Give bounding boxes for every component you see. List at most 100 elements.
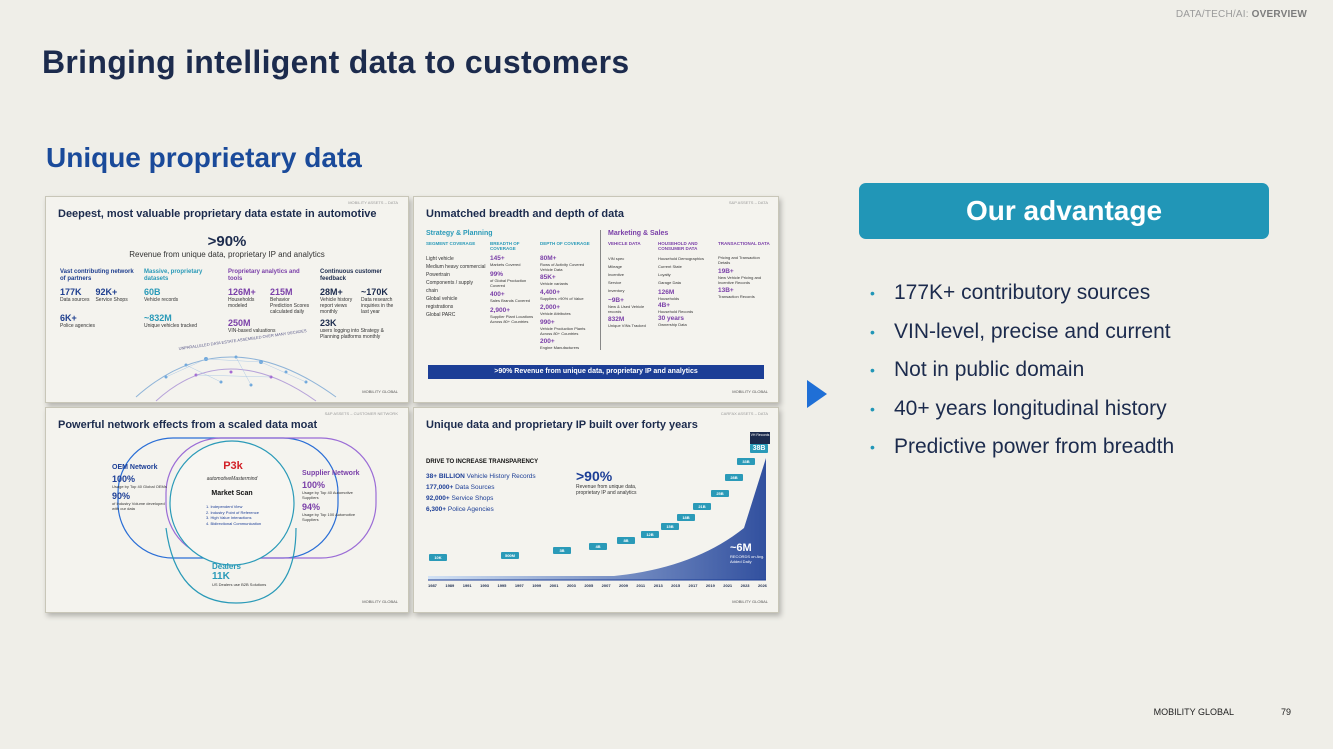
center-item: 3. High Value Interactions xyxy=(206,515,252,520)
stat-label: Vehicle history report views monthly xyxy=(320,297,353,315)
year-tick: 2026 xyxy=(758,583,767,588)
year-tick: 1995 xyxy=(497,583,507,588)
stat-label: Suppliers >90% of Value xyxy=(540,296,584,301)
stat-label: Vehicle variants xyxy=(540,281,569,286)
bullet-icon: • xyxy=(870,400,875,417)
stat-label: New Vehicle Pricing and Incentive Record… xyxy=(718,275,762,285)
network-arc-graphic xyxy=(135,355,337,402)
transactional-item: Pricing and Transaction Details xyxy=(718,255,760,265)
records-badge: VH Records xyxy=(750,432,770,444)
stat-label: Vehicle Attributes xyxy=(540,311,571,316)
column-head: Vast contributing network of partners xyxy=(60,269,134,282)
year-tick: 2001 xyxy=(549,583,559,588)
network-diagram xyxy=(117,437,377,604)
fact-item: 177,000+ Data Sources xyxy=(426,482,536,493)
advantage-item: • VIN-level, precise and current xyxy=(870,319,1174,358)
stat-label: Police agencies xyxy=(60,323,96,329)
stat-label: Markets Covered xyxy=(490,262,521,267)
column-divider xyxy=(600,230,601,350)
fact-label: Service Shops xyxy=(451,495,494,502)
thumb-tag: CARFAX ASSETS – DATA xyxy=(720,411,768,416)
year-tick: 2023 xyxy=(740,583,750,588)
stat-value: 100% xyxy=(112,474,136,484)
milestone-label: 3B xyxy=(553,547,571,554)
center-list: 1. Independent View 2. Industry Point of… xyxy=(206,504,286,526)
dealers: Dealers 11K US Dealers use B2B Solutions xyxy=(212,562,272,587)
fact-label: Vehicle History Records xyxy=(466,473,536,480)
advantage-text: VIN-level, precise and current xyxy=(894,319,1171,343)
stat-value: 4,400+ xyxy=(540,289,561,296)
stat-value: 145+ xyxy=(490,255,505,262)
thumb-footer: MOBILITY GLOBAL xyxy=(732,389,768,394)
bullet-icon: • xyxy=(870,323,875,340)
thumb-tag: S&P ASSETS – DATA xyxy=(728,200,768,205)
segment-item: Powertrain xyxy=(426,272,450,278)
stat-value: 90% xyxy=(112,491,131,501)
stat-value: >90% xyxy=(576,468,613,484)
stat-label: VIN-based valuations xyxy=(228,328,276,334)
year-tick: 1989 xyxy=(445,583,455,588)
page-number: 79 xyxy=(1280,707,1291,717)
vehicle-item: Incentive xyxy=(608,272,625,277)
stat-label: Usage by Top 40 Global OEMs xyxy=(112,484,167,489)
stat-value: 13B+ xyxy=(718,287,734,294)
stat-value: 85K+ xyxy=(540,274,556,281)
stat-value: 6K+ xyxy=(60,313,77,323)
milestone-label: 33B xyxy=(737,458,755,465)
advantage-item: • Not in public domain xyxy=(870,357,1174,396)
milestone-label: 15B xyxy=(661,523,679,530)
stat-value: 990+ xyxy=(540,319,555,326)
oem-head: OEM Network xyxy=(112,464,158,471)
stat-label: US Dealers use B2B Solutions xyxy=(212,582,267,587)
thumb-title: Deepest, most valuable proprietary data … xyxy=(58,208,377,220)
advantage-heading: Our advantage xyxy=(859,183,1269,239)
daily-records: ~6M RECORDS on Avg. Added Daily xyxy=(730,542,772,564)
column-head: Massive, proprietary datasets xyxy=(144,269,203,282)
stat-label: Rows of Activity Covered Vehicle Data xyxy=(540,262,585,272)
fact-item: 6,300+ Police Agencies xyxy=(426,504,536,515)
bullet-icon: • xyxy=(870,362,875,378)
column-head: HOUSEHOLD AND CONSUMER DATA xyxy=(658,241,698,251)
stat-label: Ownership Data xyxy=(658,322,687,327)
year-tick: 1997 xyxy=(514,583,524,588)
stat-value: ~170K xyxy=(361,287,388,297)
stat-columns: Vast contributing network of partners 17… xyxy=(60,269,400,340)
year-tick: 1993 xyxy=(480,583,489,588)
column-head: SEGMENT COVERAGE xyxy=(426,241,476,246)
revenue-stat: >90% Revenue from unique data, proprieta… xyxy=(576,468,646,496)
advantage-item: • 177K+ contributory sources xyxy=(870,280,1174,319)
household-item: Loyalty xyxy=(658,272,671,277)
stat-value: 92K+ xyxy=(95,287,118,297)
stat-value: 2,900+ xyxy=(490,307,511,314)
stat-value: 215M xyxy=(270,287,293,297)
segment-item: Global PARC xyxy=(426,312,456,318)
center-item: 2. Industry Point of Reference xyxy=(206,509,259,515)
section-subtitle: Unique proprietary data xyxy=(46,142,362,173)
bullet-icon: • xyxy=(870,439,875,455)
milestone-label: 8B xyxy=(617,537,635,544)
center-item: 4. Bidirectional Communication xyxy=(206,520,262,526)
chart-label-layer: 10K 500M 3B 4B 8B 12B 15B 18B 21B 25B 28B 33B 38B xyxy=(414,408,778,612)
stat-label: Behavior Prediction Scores calculated da… xyxy=(270,297,310,315)
stat-value: 23K xyxy=(320,318,337,328)
page-title: Bringing intelligent data to customers xyxy=(42,44,630,80)
fact-list: 38+ BILLION Vehicle History Records 177,… xyxy=(426,471,536,515)
oem-network: OEM Network 100% Usage by Top 40 Global … xyxy=(112,464,172,511)
stat-value: 11K xyxy=(212,571,230,582)
fact-label: Police Agencies xyxy=(447,506,494,513)
thumbnail-network-effects: S&P ASSETS – CUSTOMER NETWORK Powerful n… xyxy=(45,407,409,613)
stat-value: 19B+ xyxy=(718,268,734,275)
thumb-tag: S&P ASSETS – CUSTOMER NETWORK xyxy=(324,411,398,416)
year-tick: 2005 xyxy=(584,583,594,588)
year-tick: 2021 xyxy=(723,583,733,588)
year-tick: 1999 xyxy=(532,583,542,588)
stat-label: Transaction Records xyxy=(718,294,755,299)
thumb-title: Unique data and proprietary IP built ove… xyxy=(426,419,698,431)
stat-value: 94% xyxy=(302,502,321,512)
milestone-label: 25B xyxy=(711,490,729,497)
stat-label: Usage by Top 40 Automotive Suppliers xyxy=(302,490,353,500)
fact-item: 38+ BILLION Vehicle History Records xyxy=(426,471,536,482)
segment-item: Components / supply chain xyxy=(426,280,473,294)
advantage-text: Predictive power from breadth xyxy=(894,435,1175,458)
stat-value: 2,000+ xyxy=(540,304,561,311)
